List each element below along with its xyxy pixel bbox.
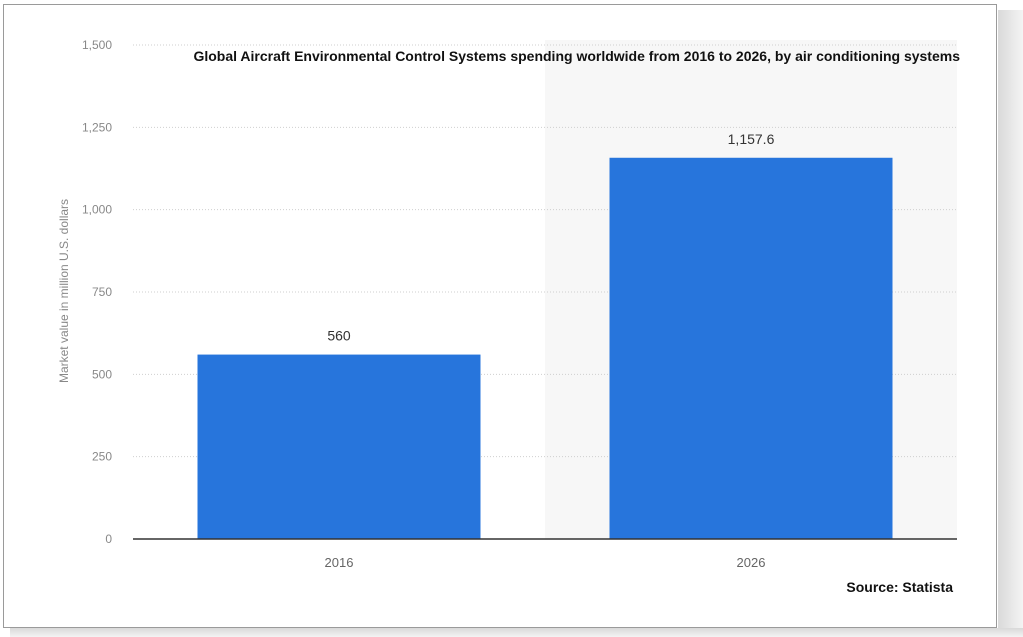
y-tick-label: 250 [92, 450, 112, 464]
value-labels: 560 1,157.6 [327, 131, 774, 344]
x-tick-label: 2016 [325, 555, 354, 570]
y-tick-label: 1,250 [82, 120, 112, 134]
frame-shadow-bottom [10, 628, 1023, 637]
bar [197, 354, 481, 539]
y-tick-labels: 0 250 500 750 1,000 1,250 1,500 [82, 38, 112, 546]
y-tick-label: 500 [92, 367, 112, 381]
y-tick-label: 1,000 [82, 203, 112, 217]
source-note: Source: Statista [846, 579, 953, 595]
frame-shadow-right [998, 10, 1023, 637]
gridlines [133, 44, 957, 458]
bar [609, 157, 893, 539]
value-label: 560 [327, 328, 351, 344]
y-tick-label: 1,500 [82, 38, 112, 52]
y-tick-label: 0 [105, 532, 112, 546]
x-tick-labels: 2016 2026 [325, 555, 766, 570]
x-tick-label: 2026 [737, 555, 766, 570]
y-tick-label: 750 [92, 285, 112, 299]
y-axis-label: Market value in million U.S. dollars [57, 199, 71, 383]
bars [197, 157, 893, 539]
chart-title: Global Aircraft Environmental Control Sy… [193, 48, 960, 64]
value-label: 1,157.6 [728, 131, 775, 147]
